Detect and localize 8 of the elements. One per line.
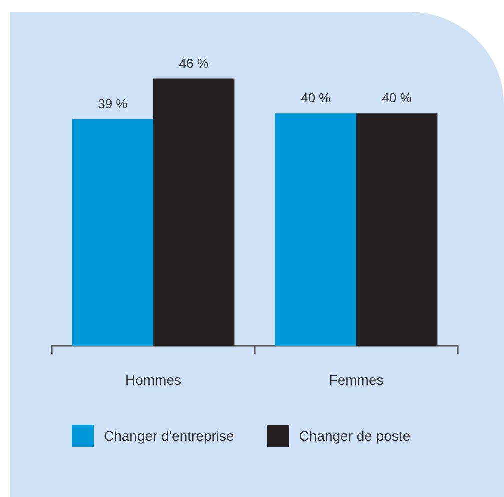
legend-label: Changer d'entreprise xyxy=(104,428,235,444)
x-tick-label: Hommes xyxy=(125,372,182,388)
data-label: 39 % xyxy=(98,96,128,112)
data-label: 40 % xyxy=(301,90,332,106)
data-label: 40 % xyxy=(382,90,412,106)
data-label: 46 % xyxy=(179,56,210,71)
x-tick-label: Femmes xyxy=(329,372,384,388)
legend-label: Changer de poste xyxy=(299,428,411,444)
